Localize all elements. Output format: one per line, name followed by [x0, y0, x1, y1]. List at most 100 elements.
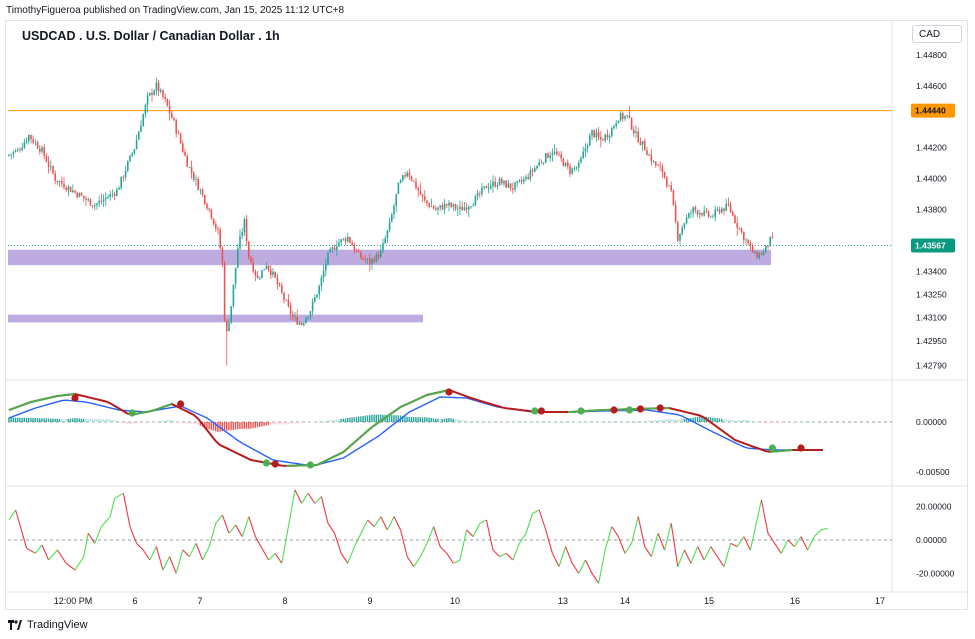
candle-body	[206, 204, 208, 209]
macd-line-rising	[162, 404, 168, 409]
oscillator-segment	[254, 536, 263, 549]
macd-histogram-bar	[459, 419, 461, 422]
macd-histogram-bar	[237, 422, 239, 430]
macd-histogram-bar	[641, 421, 644, 422]
oscillator-segment	[485, 519, 494, 551]
macd-line-rising	[355, 435, 362, 442]
candle-body	[644, 141, 646, 151]
candle-body	[452, 204, 455, 207]
macd-histogram-bar	[476, 421, 479, 422]
oscillator-segment	[730, 542, 738, 548]
oscillator-segment	[820, 527, 828, 531]
candle-body	[567, 162, 569, 167]
candle-body	[201, 189, 204, 195]
macd-line-rising	[26, 401, 32, 405]
candle-body	[749, 243, 752, 246]
candle-body	[648, 154, 650, 156]
macd-histogram-bar	[223, 422, 226, 432]
macd-histogram-bar	[560, 422, 562, 423]
macd-histogram-bar	[619, 421, 622, 422]
candle-body	[641, 141, 644, 145]
macd-histogram-bar	[771, 422, 773, 423]
candle-body	[672, 190, 675, 206]
candle-body	[91, 205, 94, 207]
macd-histogram-bar	[281, 422, 283, 425]
macd-histogram-bar	[63, 419, 65, 422]
macd-histogram-bar	[593, 421, 595, 423]
oscillator-segment	[287, 489, 296, 527]
macd-pane	[8, 388, 892, 469]
tradingview-brand[interactable]: TradingView	[8, 619, 88, 631]
candle-body	[234, 267, 237, 285]
candle-body	[531, 170, 534, 172]
candle-body	[36, 142, 39, 149]
macd-histogram-bar	[58, 418, 61, 422]
candle-body	[710, 216, 712, 218]
candle-body	[331, 247, 334, 250]
candle-body	[551, 153, 554, 156]
candle-body	[127, 161, 129, 171]
oscillator-segment	[393, 516, 402, 531]
candle-body	[298, 322, 301, 325]
oscillator-segment	[100, 516, 111, 528]
macd-axis-tick: -0.00500	[916, 467, 950, 477]
macd-line-rising	[57, 394, 62, 397]
time-axis-tick: 12:00 PM	[54, 596, 93, 606]
candle-body	[146, 95, 149, 105]
oscillator-segment	[74, 556, 85, 571]
candle-body	[426, 200, 428, 204]
candle-body	[353, 245, 356, 251]
candle-body	[729, 204, 732, 213]
candle-body	[261, 270, 263, 279]
macd-histogram-bar	[120, 421, 122, 423]
macd-cross-dot	[768, 444, 777, 452]
candle-body	[523, 179, 525, 182]
candle-body	[721, 208, 723, 213]
macd-histogram-bar	[694, 417, 696, 422]
macd-histogram-bar	[83, 418, 85, 422]
candle-body	[83, 195, 85, 199]
macd-line-rising	[408, 400, 415, 404]
oscillator-segment	[26, 547, 36, 554]
candle-body	[527, 176, 529, 179]
candle-body	[248, 241, 250, 258]
macd-histogram-bar	[182, 422, 184, 424]
candle-body	[314, 297, 316, 302]
macd-histogram-bar	[793, 422, 795, 423]
candle-body	[177, 133, 180, 134]
macd-histogram-bar	[661, 419, 663, 422]
macd-histogram-bar	[765, 422, 767, 423]
candle-body	[292, 314, 294, 318]
macd-histogram-bar	[305, 422, 307, 423]
candle-body	[505, 180, 507, 188]
oscillator-segment	[532, 509, 540, 514]
symbol-title[interactable]: USDCAD . U.S. Dollar / Canadian Dollar .…	[22, 29, 280, 43]
candle-body	[344, 238, 347, 242]
macd-histogram-bar	[452, 418, 454, 422]
macd-histogram-bar	[109, 419, 111, 422]
macd-histogram-bar	[446, 418, 448, 422]
oscillator-segment	[340, 553, 349, 564]
oscillator-segment	[439, 546, 448, 554]
macd-histogram-bar	[723, 419, 725, 422]
macd-line-rising	[61, 394, 67, 397]
candle-body	[155, 82, 158, 91]
time-axis-tick: 14	[620, 596, 630, 606]
oscillator-segment	[512, 543, 520, 561]
oscillator-segment	[142, 549, 151, 561]
candle-body	[608, 135, 611, 138]
candle-body	[463, 207, 466, 211]
candle-body	[243, 219, 246, 233]
macd-histogram-bar	[545, 422, 547, 423]
candle-body	[197, 179, 199, 191]
candle-body	[160, 90, 162, 92]
macd-signal-line	[8, 396, 801, 467]
currency-selector[interactable]: CAD	[912, 25, 962, 43]
macd-histogram-bar	[175, 421, 177, 423]
macd-histogram-bar	[760, 422, 762, 423]
macd-histogram-bar	[25, 417, 28, 422]
price-axis-tick: 1.44000	[916, 174, 947, 184]
macd-histogram-bar	[76, 418, 78, 422]
candle-body	[501, 178, 503, 184]
